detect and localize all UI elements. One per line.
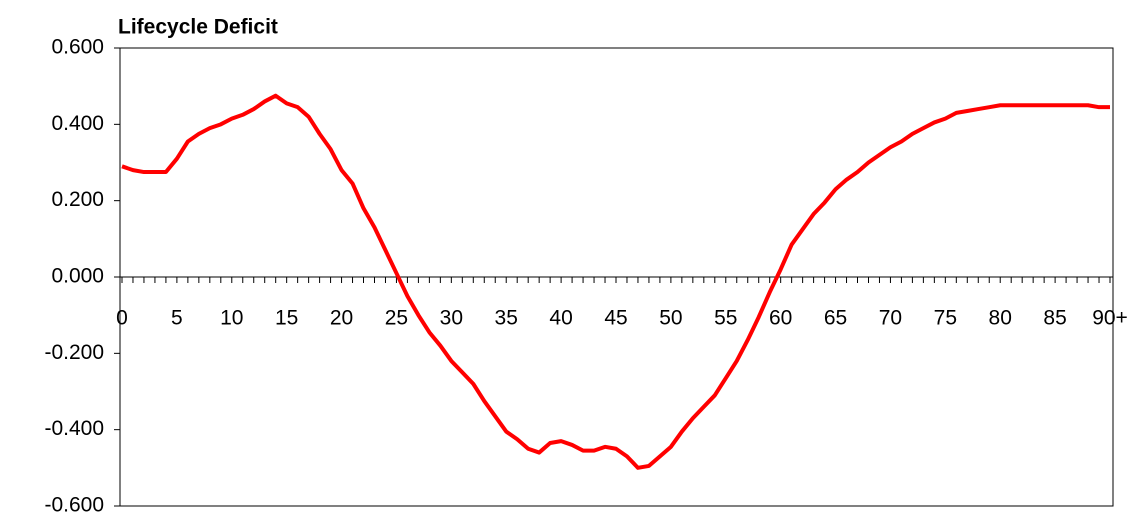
y-tick-label: 0.000	[51, 265, 104, 288]
chart-title: Lifecycle Deficit	[118, 16, 278, 39]
x-tick-label: 60	[769, 307, 792, 330]
x-tick-label: 35	[495, 307, 518, 330]
y-tick-label: -0.400	[44, 417, 104, 440]
x-tick-label: 75	[934, 307, 957, 330]
x-tick-label: 85	[1043, 307, 1066, 330]
x-tick-label: 70	[879, 307, 902, 330]
x-tick-label: 50	[659, 307, 682, 330]
x-tick-label: 15	[275, 307, 298, 330]
x-tick-label: 45	[604, 307, 627, 330]
x-tick-label: 20	[330, 307, 353, 330]
x-tick-label: 25	[385, 307, 408, 330]
x-tick-label: 10	[220, 307, 243, 330]
y-tick-label: 0.400	[51, 112, 104, 135]
x-tick-label: 80	[989, 307, 1012, 330]
y-tick-label: 0.200	[51, 188, 104, 211]
x-tick-label: 0	[116, 307, 128, 330]
x-tick-label: 5	[171, 307, 183, 330]
x-tick-label: 90+	[1092, 307, 1128, 330]
x-tick-label: 30	[440, 307, 463, 330]
y-tick-label: -0.200	[44, 341, 104, 364]
y-tick-label: -0.600	[44, 494, 104, 517]
x-tick-label: 55	[714, 307, 737, 330]
y-tick-label: 0.600	[51, 36, 104, 59]
x-tick-label: 65	[824, 307, 847, 330]
x-tick-label: 40	[549, 307, 572, 330]
data-line	[121, 93, 1110, 470]
